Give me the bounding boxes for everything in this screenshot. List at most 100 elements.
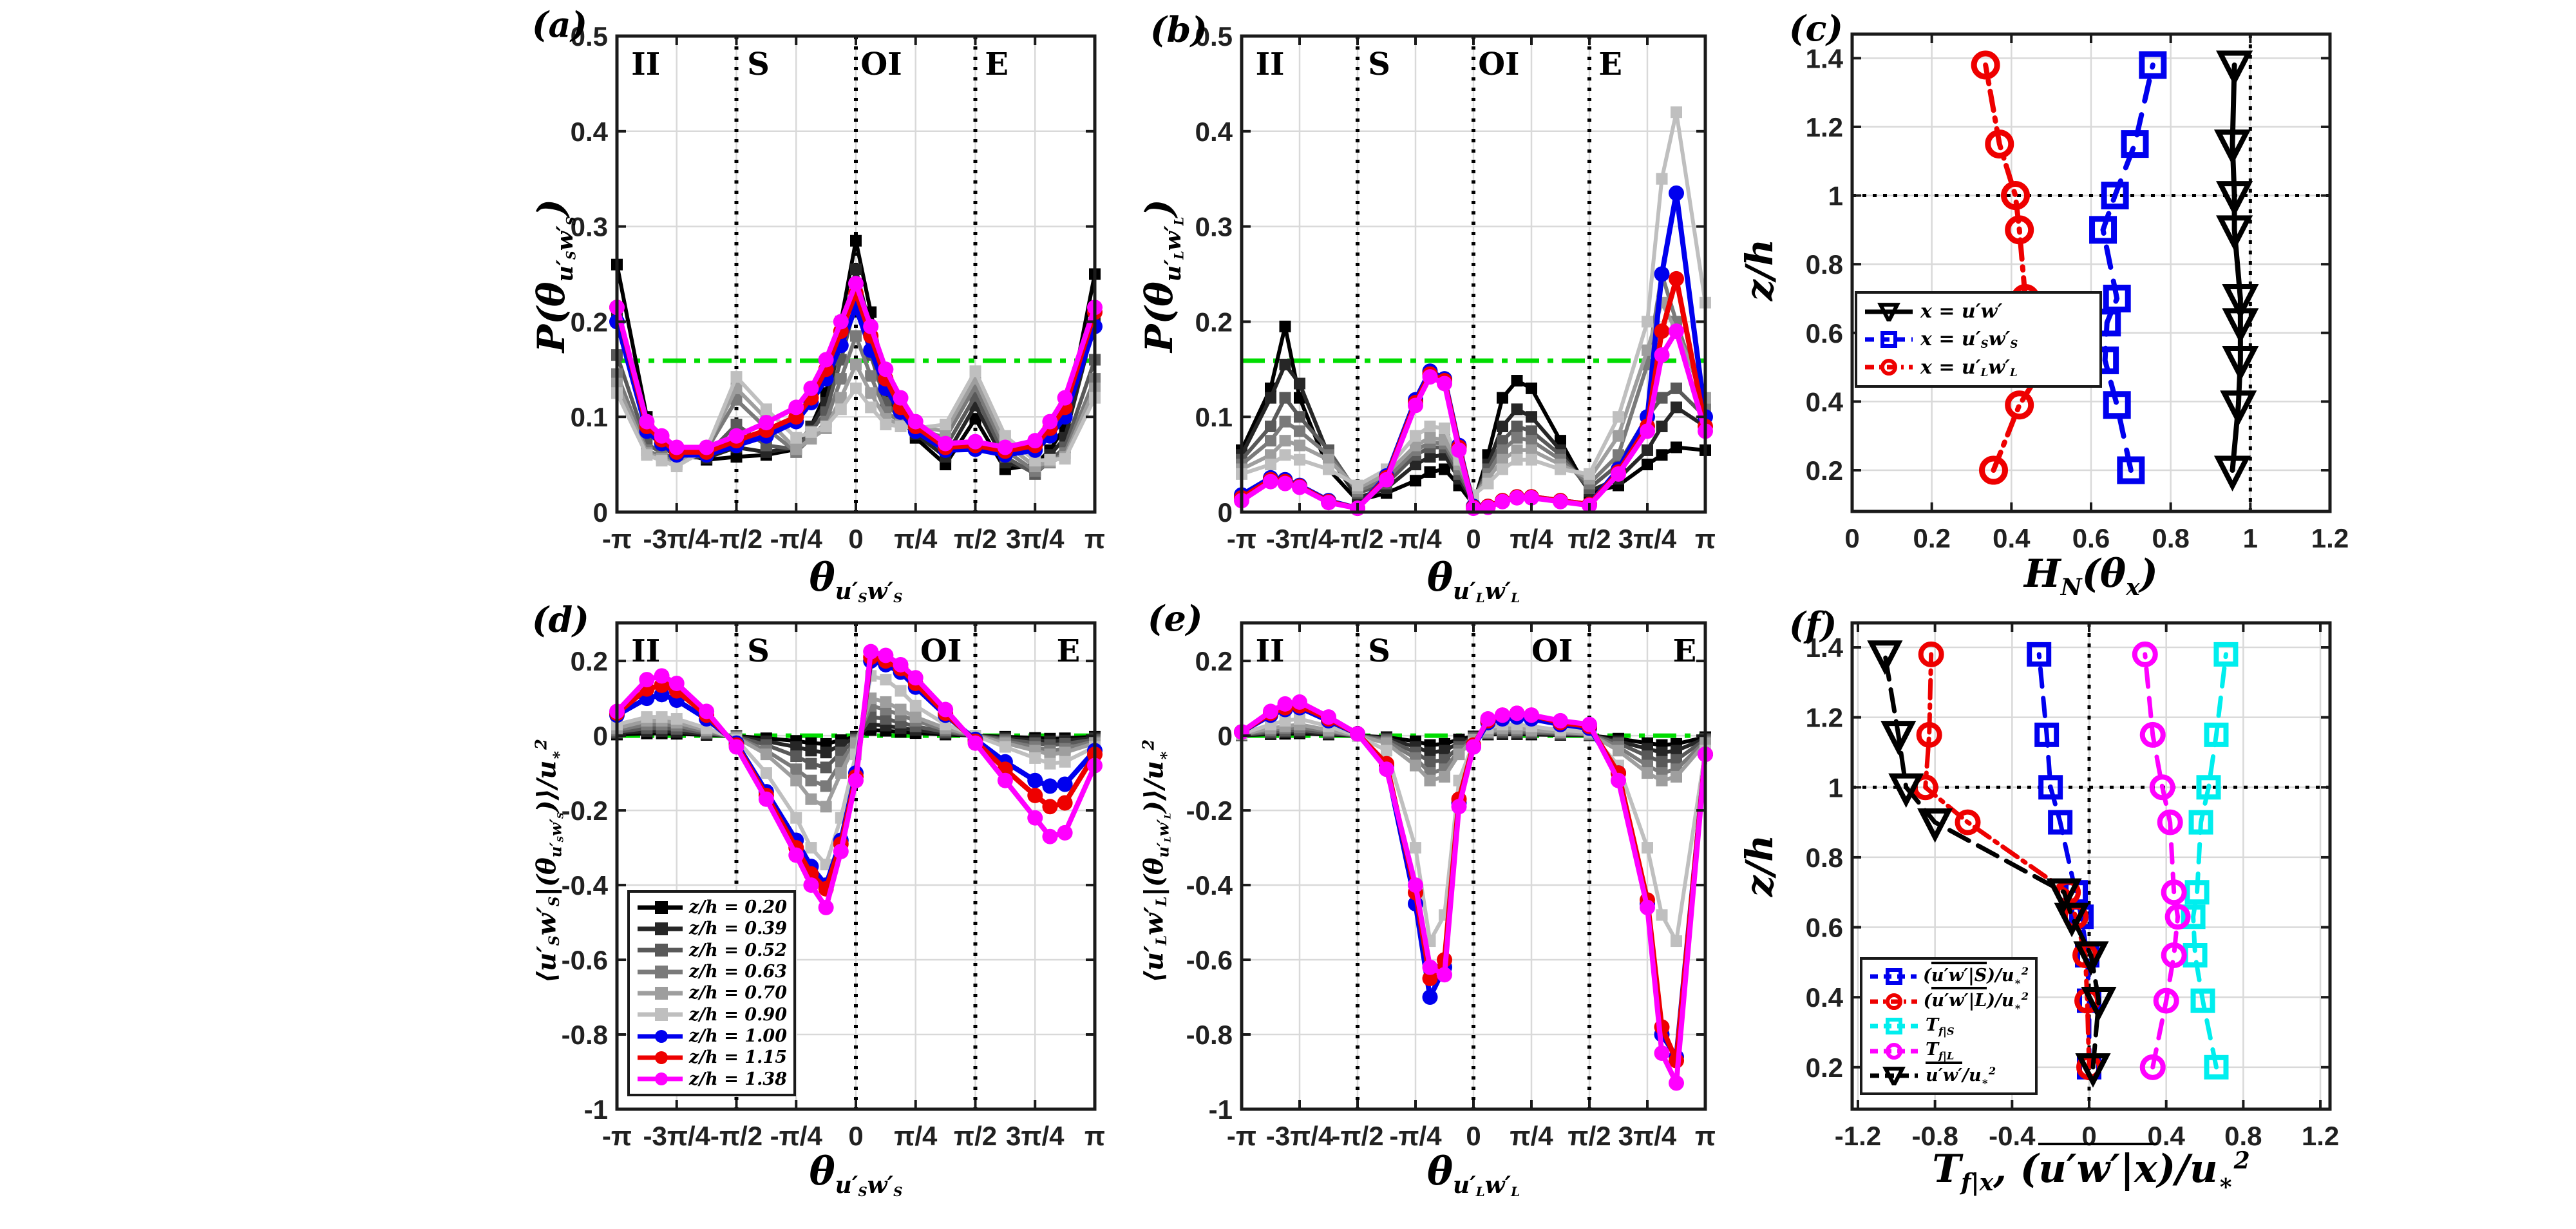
svg-text:-0.8: -0.8 [1911,1121,1958,1151]
legend-marker-sample [1865,302,1913,321]
svg-text:3π/4: 3π/4 [1618,1121,1677,1151]
legend-marker-sample [1870,1042,1918,1060]
legend-label: z/h = 0.90 [688,1004,787,1025]
svg-text:0.3: 0.3 [1195,212,1233,242]
svg-text:II: II [631,46,660,82]
legend-marker-sample [638,1029,683,1043]
svg-text:0.8: 0.8 [1806,249,1843,280]
svg-text:π/2: π/2 [954,1121,997,1151]
svg-text:1.2: 1.2 [2302,1121,2339,1151]
svg-text:0.8: 0.8 [2152,523,2189,553]
svg-text:0: 0 [2081,1121,2096,1151]
svg-text:0.2: 0.2 [571,307,608,337]
legend-label: z/h = 1.38 [688,1069,787,1089]
svg-text:-π/2: -π/2 [1331,524,1383,554]
svg-text:0: 0 [848,1121,863,1151]
svg-text:II: II [1256,46,1285,82]
legend-marker-sample [1870,1018,1918,1035]
panel-d-label: (d) [532,599,589,640]
svg-text:0.2: 0.2 [1913,523,1950,553]
legend-entry: (u′w′|S)/u∗2 [1869,961,2029,987]
svg-text:0: 0 [1218,721,1233,751]
legend-label: x = u′Lw′L [1920,356,2018,379]
svg-text:0.5: 0.5 [1195,21,1233,52]
svg-text:-π: -π [602,1121,632,1151]
panel-f: -1.2 -0.8 -0.4 0 0.4 0.8 1.2 0.2 0.4 0.6 0.8 1 1.2 1.… [1806,621,2339,1151]
panel-c-yaxis-title: z/h [1738,238,1781,301]
panel-b-label: (b) [1150,9,1208,50]
svg-text:0.6: 0.6 [2072,523,2110,553]
svg-text:0: 0 [1218,497,1233,528]
svg-text:0: 0 [593,721,608,751]
svg-text:0: 0 [1466,1121,1481,1151]
legend-entry: Tf|L [1869,1040,2029,1062]
svg-text:-0.8: -0.8 [562,1020,608,1050]
svg-text:-1: -1 [584,1094,608,1125]
svg-text:0.8: 0.8 [2224,1121,2262,1151]
svg-text:-0.4: -0.4 [1989,1121,2036,1151]
svg-text:0: 0 [1844,523,1859,553]
panel-f-legend: (u′w′|S)/u∗2 (u′w′|L)/u∗2 Tf|S Tf|L u′w′/u∗2 [1860,957,2038,1095]
legend-label: u′w′/u∗2 [1926,1061,1996,1087]
legend-entry: z/h = 0.52 [636,940,787,960]
panel-d-yaxis-title: ⟨u′Sw′S|(θu′Sw′S)⟩/u∗2 [531,739,566,984]
legend-entry: z/h = 1.00 [636,1026,787,1046]
legend-label: Tf|S [1926,1015,1955,1038]
svg-text:0.5: 0.5 [571,21,608,52]
svg-text:π/4: π/4 [1510,524,1553,554]
svg-text:1.2: 1.2 [2311,523,2349,553]
svg-text:1.2: 1.2 [1806,703,1843,733]
legend-label: (u′w′|L)/u∗2 [1924,987,2029,1013]
svg-text:0.4: 0.4 [1806,386,1844,417]
legend-marker-sample [1870,967,1917,985]
svg-text:3π/4: 3π/4 [1006,524,1065,554]
panel-f-xaxis-title: Tf|x, (u′w′|x)/u∗2 [1852,1143,2330,1196]
svg-text:-3π/4: -3π/4 [1266,524,1334,554]
svg-text:0.8: 0.8 [1806,843,1843,873]
svg-text:-π: -π [1227,1121,1256,1151]
svg-text:0.2: 0.2 [1195,307,1233,337]
svg-text:1: 1 [1828,181,1843,211]
panel-e-xaxis-title: θu′Lw′L [1426,1149,1520,1199]
svg-text:0.4: 0.4 [1806,982,1844,1013]
svg-text:E: E [1598,46,1622,82]
legend-entry: (u′w′|L)/u∗2 [1869,987,2029,1013]
svg-text:-π/4: -π/4 [770,524,823,554]
legend-entry: z/h = 1.15 [636,1047,787,1067]
svg-text:0.6: 0.6 [1806,913,1843,943]
svg-text:-π/4: -π/4 [1389,1121,1442,1151]
panel-b-xaxis-title: θu′Lw′L [1426,555,1520,605]
legend-label: z/h = 0.20 [688,897,787,918]
svg-text:E: E [1673,633,1697,669]
legend-marker-sample [1870,993,1917,1010]
svg-text:-π/2: -π/2 [710,1121,762,1151]
legend-label: Tf|L [1926,1040,1955,1062]
svg-text:0.4: 0.4 [1993,523,2031,553]
svg-text:0: 0 [848,524,863,554]
legend-entry: z/h = 0.90 [636,1005,787,1025]
legend-marker-sample [638,1072,683,1086]
svg-text:1.2: 1.2 [1806,112,1843,142]
svg-text:π: π [1695,524,1716,554]
panel-b-yaxis-title: P(θu′Lw′L) [1137,199,1187,352]
svg-text:II: II [631,633,660,669]
legend-marker-sample [1865,330,1913,348]
svg-text:1: 1 [2243,523,2258,553]
legend-label: z/h = 0.63 [688,962,787,982]
svg-text:π/4: π/4 [894,1121,938,1151]
panel-c-legend: x = u′w′ x = u′Sw′S x = u′Lw′L [1855,291,2102,388]
svg-text:-π/4: -π/4 [770,1121,823,1151]
panel-d-legend: z/h = 0.20 z/h = 0.39 z/h = 0.52 z/h = 0.63… [627,890,796,1096]
panel-c: 0 0.2 0.4 0.6 0.8 1 1.2 0.2 0.4 0.6 0.8 1 1.2 1.4 [1806,32,2349,553]
svg-text:S: S [1368,46,1390,82]
svg-text:0.4: 0.4 [571,117,609,147]
svg-text:OI: OI [1531,633,1573,669]
svg-text:0.4: 0.4 [1195,117,1233,147]
svg-text:E: E [1057,633,1081,669]
legend-label: z/h = 0.52 [688,940,787,960]
svg-text:0.6: 0.6 [1806,318,1843,348]
legend-marker-sample [638,965,683,978]
legend-entry: u′w′/u∗2 [1869,1061,2029,1087]
